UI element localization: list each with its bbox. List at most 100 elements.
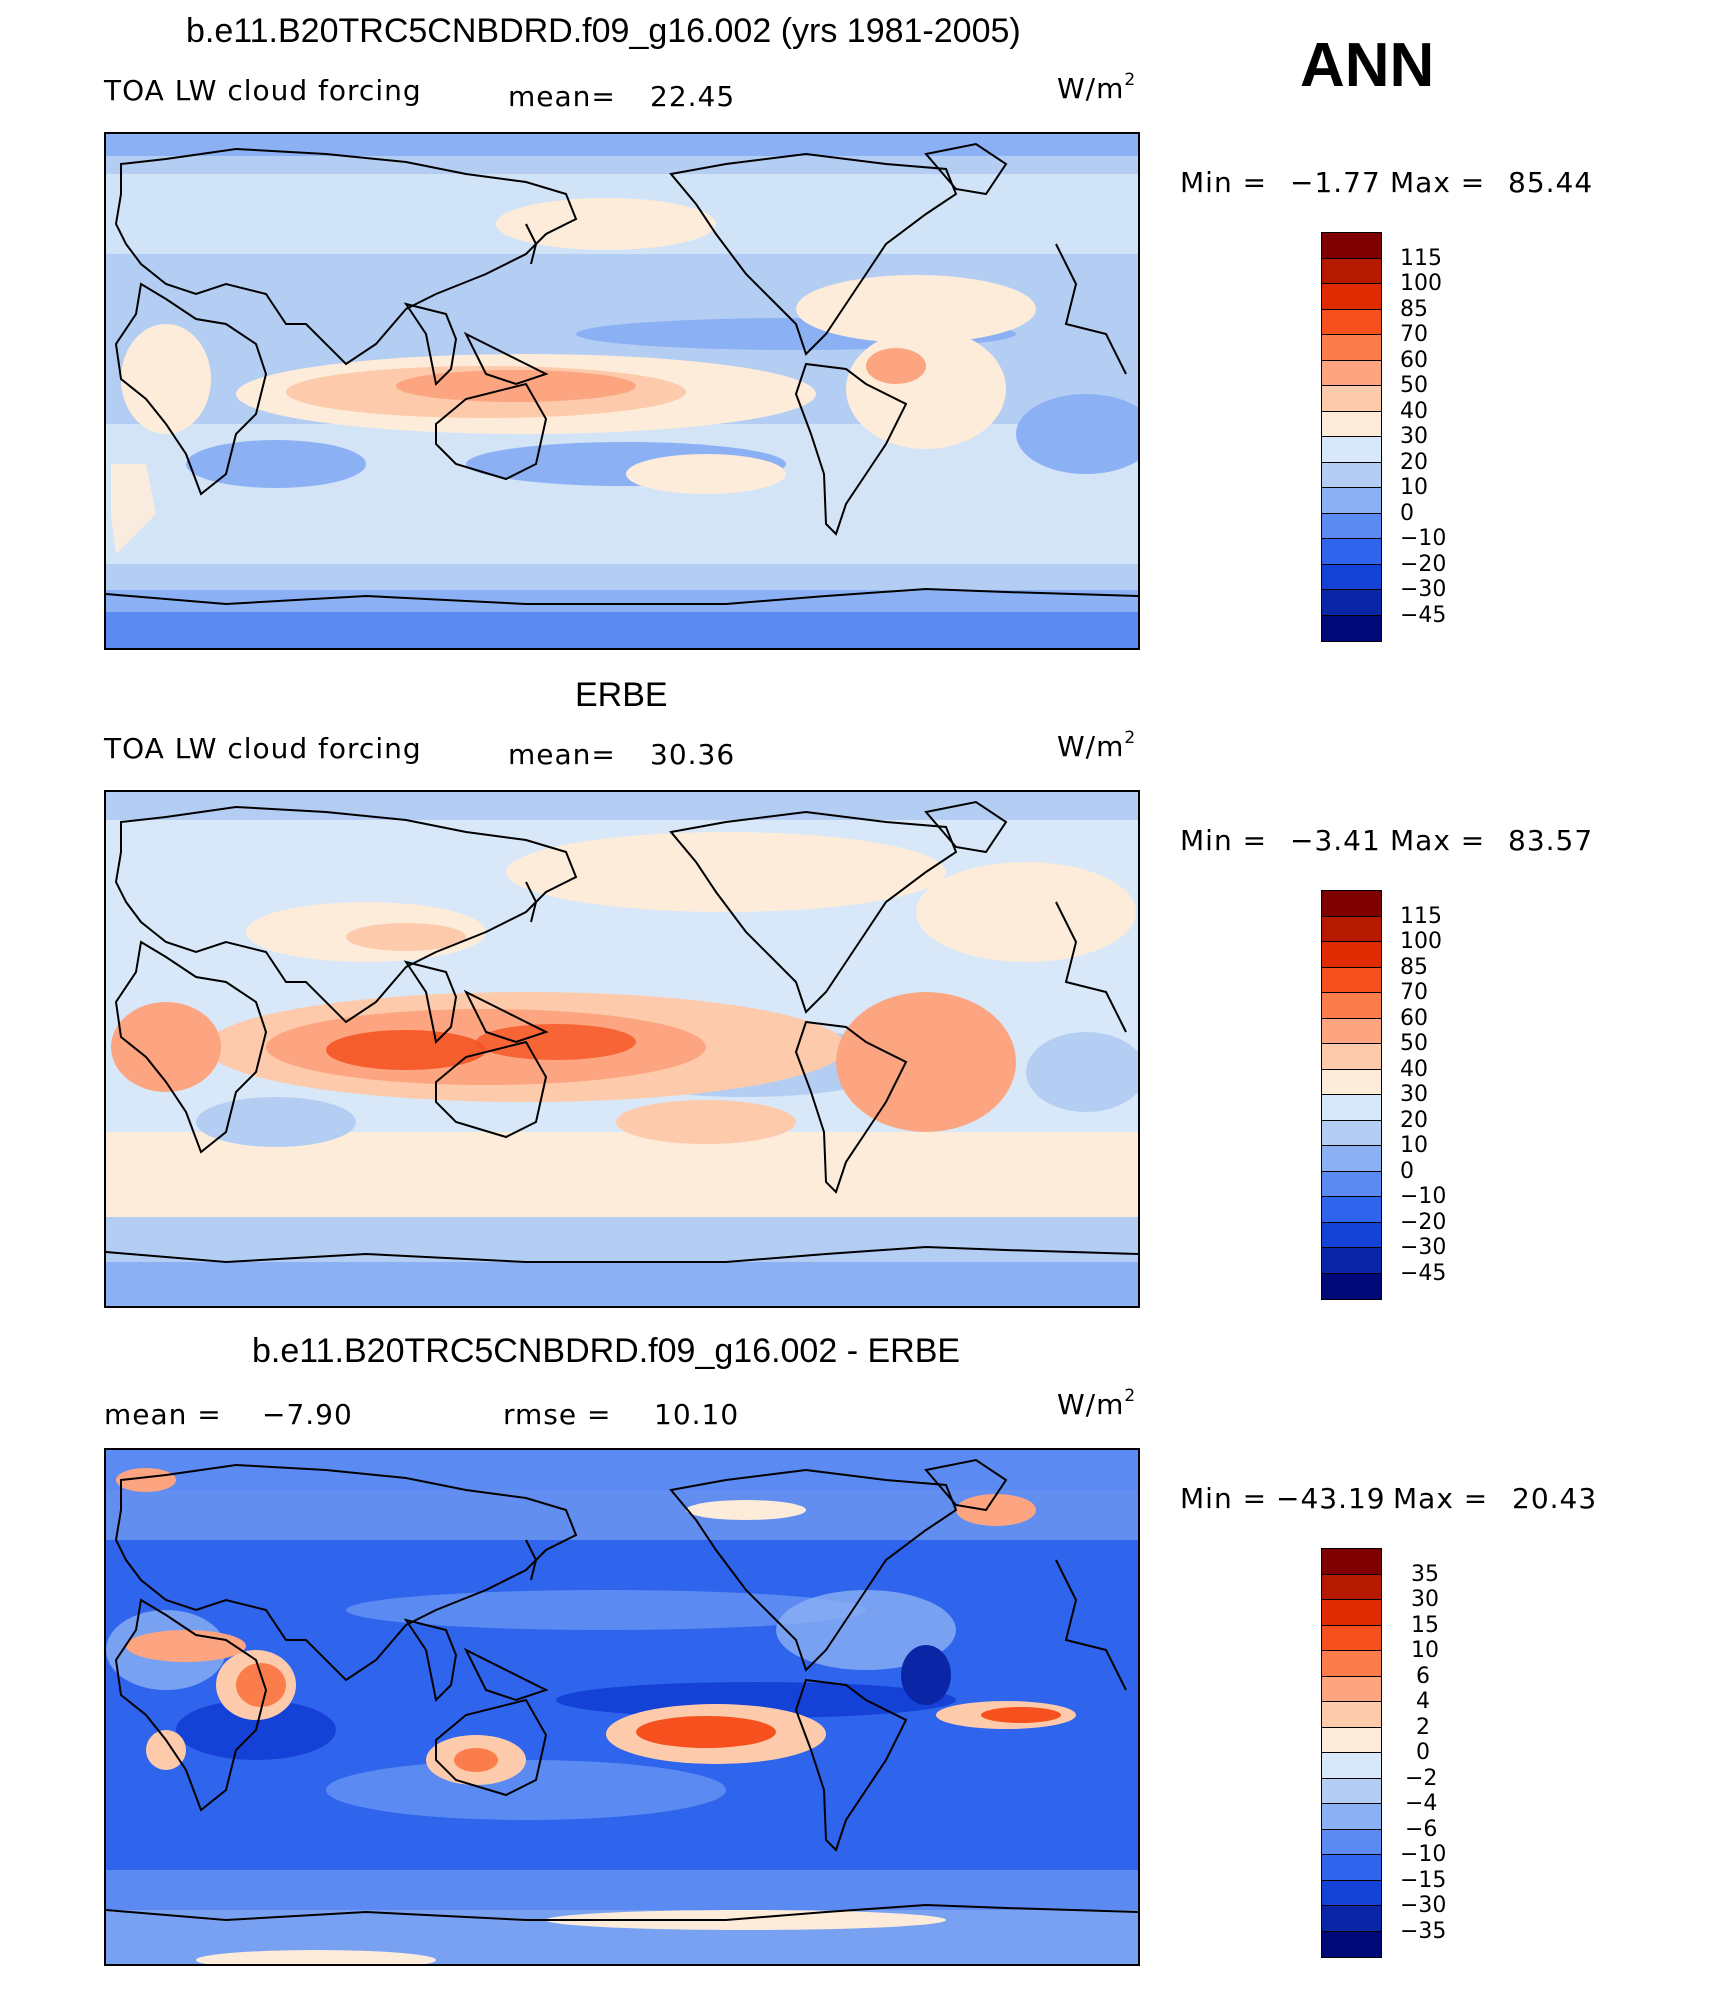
panel-3-colorbar-swatch [1322, 1574, 1381, 1600]
colorbar-tick-label: 0 [1400, 1159, 1414, 1184]
panel-3-colorbar-swatch [1322, 1702, 1381, 1728]
panel-2-colorbar-swatch [1322, 967, 1381, 993]
panel-1-colorbar-swatch [1322, 513, 1381, 539]
panel-3-colorbar-swatch [1322, 1651, 1381, 1677]
colorbar-tick-label: −20 [1400, 1210, 1447, 1235]
colorbar-tick-label: 2 [1416, 1715, 1430, 1740]
colorbar-tick-label: −10 [1400, 526, 1447, 551]
panel-3-min-value: −43.19 [1276, 1482, 1386, 1515]
panel-1-colorbar-swatch [1322, 539, 1381, 565]
panel-3-rmse-label: rmse = [503, 1398, 612, 1431]
panel-3-colorbar-swatch [1322, 1625, 1381, 1651]
colorbar-tick-label: 115 [1400, 904, 1442, 929]
colorbar-tick-label: 0 [1400, 501, 1414, 526]
panel-2-min-value: −3.41 [1290, 824, 1381, 857]
panel-3-colorbar-swatch [1322, 1549, 1381, 1575]
colorbar-tick-label: −10 [1400, 1842, 1447, 1867]
colorbar-tick-label: −15 [1400, 1868, 1447, 1893]
panel-2-title: ERBE [575, 676, 668, 714]
panel-3-colorbar-swatch [1322, 1880, 1381, 1906]
panel-1-map [104, 132, 1140, 650]
panel-2-colorbar-swatch [1322, 1146, 1381, 1172]
panel-1-units: W/m2 [1057, 70, 1137, 105]
panel-2-colorbar-swatch [1322, 1248, 1381, 1274]
colorbar-tick-label: 30 [1400, 1082, 1428, 1107]
panel-2-colorbar [1321, 890, 1382, 1300]
colorbar-tick-label: −35 [1400, 1919, 1447, 1944]
colorbar-tick-label: −20 [1400, 552, 1447, 577]
colorbar-tick-label: 6 [1416, 1664, 1430, 1689]
colorbar-tick-label: −6 [1405, 1817, 1438, 1842]
panel-3-units: W/m2 [1057, 1386, 1137, 1421]
colorbar-tick-label: 60 [1400, 348, 1428, 373]
colorbar-tick-label: 0 [1416, 1740, 1430, 1765]
panel-1-title: b.e11.B20TRC5CNBDRD.f09_g16.002 (yrs 198… [186, 12, 1021, 50]
panel-3-colorbar-swatch [1322, 1727, 1381, 1753]
panel-2-colorbar-swatch [1322, 1171, 1381, 1197]
panel-2-colorbar-swatch [1322, 916, 1381, 942]
panel-2-colorbar-swatch [1322, 993, 1381, 1019]
panel-1-mean-value: 22.45 [650, 80, 736, 113]
panel-2-colorbar-swatch [1322, 1069, 1381, 1095]
panel-1-colorbar-swatch [1322, 284, 1381, 310]
colorbar-tick-label: −45 [1400, 1261, 1447, 1286]
colorbar-tick-label: 85 [1400, 955, 1428, 980]
colorbar-tick-label: 30 [1400, 424, 1428, 449]
panel-3-colorbar-swatch [1322, 1906, 1381, 1932]
colorbar-tick-label: 70 [1400, 980, 1428, 1005]
colorbar-tick-label: 20 [1400, 1108, 1428, 1133]
panel-1-variable-label: TOA LW cloud forcing [104, 74, 422, 107]
colorbar-tick-label: 10 [1411, 1638, 1439, 1663]
panel-2-map-svg [106, 792, 1138, 1306]
colorbar-tick-label: 50 [1400, 373, 1428, 398]
panel-1-min-label: Min = [1180, 166, 1268, 199]
colorbar-tick-label: 30 [1411, 1587, 1439, 1612]
panel-3-mean-label: mean = [104, 1398, 222, 1431]
panel-3-rmse-value: 10.10 [654, 1398, 740, 1431]
panel-2-max-value: 83.57 [1508, 824, 1594, 857]
panel-1-colorbar-swatch [1322, 411, 1381, 437]
panel-2-min-label: Min = [1180, 824, 1268, 857]
panel-1-map-svg [106, 134, 1138, 648]
panel-1-colorbar-swatch [1322, 309, 1381, 335]
panel-1-colorbar-swatch [1322, 462, 1381, 488]
panel-3-colorbar-swatch [1322, 1829, 1381, 1855]
panel-3-mean-value: −7.90 [262, 1398, 353, 1431]
colorbar-tick-label: 70 [1400, 322, 1428, 347]
panel-3-max-value: 20.43 [1512, 1482, 1598, 1515]
panel-1-max-label: Max = [1390, 166, 1486, 199]
panel-1-colorbar-swatch [1322, 615, 1381, 641]
panel-1-mean-label: mean= [508, 80, 616, 113]
colorbar-tick-label: 50 [1400, 1031, 1428, 1056]
panel-2-colorbar-swatch [1322, 942, 1381, 968]
season-label: ANN [1300, 31, 1435, 100]
colorbar-tick-label: −30 [1400, 1235, 1447, 1260]
panel-2-mean-label: mean= [508, 738, 616, 771]
panel-1-colorbar [1321, 232, 1382, 642]
panel-2-colorbar-swatch [1322, 1197, 1381, 1223]
colorbar-tick-label: 10 [1400, 475, 1428, 500]
panel-3-colorbar-swatch [1322, 1778, 1381, 1804]
colorbar-tick-label: 100 [1400, 929, 1442, 954]
panel-3-colorbar-swatch [1322, 1855, 1381, 1881]
panel-3-min-label: Min = [1180, 1482, 1268, 1515]
colorbar-tick-label: 40 [1400, 399, 1428, 424]
colorbar-tick-label: 15 [1411, 1613, 1439, 1638]
panel-2-mean-value: 30.36 [650, 738, 736, 771]
panel-1-colorbar-swatch [1322, 258, 1381, 284]
colorbar-tick-label: 35 [1411, 1562, 1439, 1587]
panel-2-colorbar-swatch [1322, 1018, 1381, 1044]
panel-1-colorbar-swatch [1322, 564, 1381, 590]
colorbar-tick-label: −2 [1405, 1766, 1438, 1791]
panel-1-colorbar-swatch [1322, 437, 1381, 463]
panel-3-colorbar-swatch [1322, 1931, 1381, 1957]
colorbar-tick-label: 100 [1400, 271, 1442, 296]
panel-1-colorbar-swatch [1322, 488, 1381, 514]
panel-1-colorbar-swatch [1322, 233, 1381, 259]
colorbar-tick-label: −45 [1400, 603, 1447, 628]
panel-1-colorbar-swatch [1322, 335, 1381, 361]
colorbar-tick-label: 85 [1400, 297, 1428, 322]
colorbar-tick-label: −30 [1400, 1893, 1447, 1918]
panel-2-map [104, 790, 1140, 1308]
panel-1-colorbar-swatch [1322, 386, 1381, 412]
